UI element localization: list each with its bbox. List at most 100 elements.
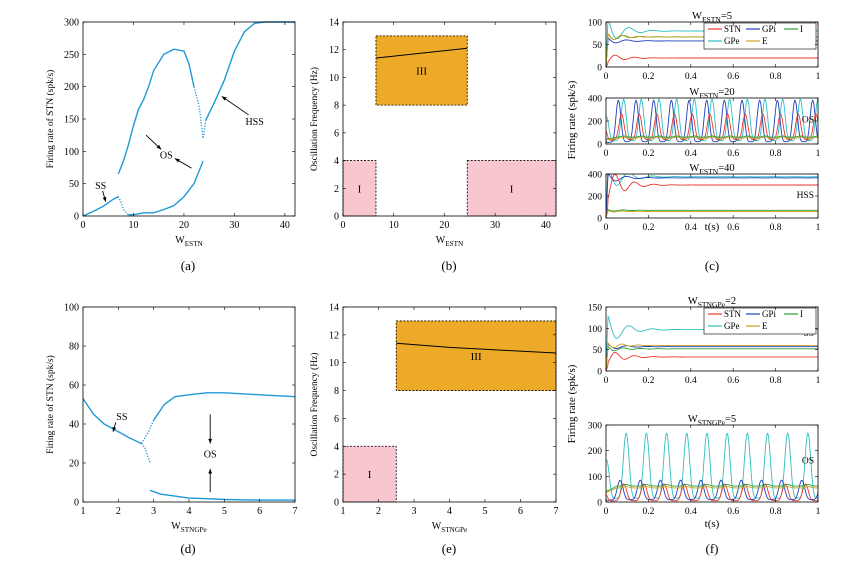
y-tick-label: 100 — [588, 325, 603, 335]
legend-box — [703, 22, 817, 50]
legend-label: I — [800, 24, 803, 34]
branch-line — [82, 195, 119, 217]
panel-caption: (b) — [441, 258, 456, 273]
region-label: I — [368, 469, 372, 481]
annotation-label: SS — [116, 412, 127, 423]
x-tick-label: 2 — [116, 506, 121, 517]
y-tick-label: 0 — [334, 212, 339, 223]
y-tick-label: 200 — [588, 193, 603, 203]
x-tick-label: 5 — [222, 506, 227, 517]
annotation-label: OS — [204, 449, 217, 460]
legend-label: GPi — [762, 24, 777, 34]
y-tick-label: 50 — [69, 179, 79, 190]
series-i — [606, 135, 818, 140]
series-group — [606, 432, 818, 502]
series-gpi — [606, 479, 818, 501]
y-tick-label: 14 — [329, 303, 339, 314]
x-tick-label: 3 — [151, 506, 156, 517]
x-tick-label: 0.2 — [642, 507, 654, 517]
plot-frame — [82, 306, 296, 503]
series-gpi — [606, 343, 818, 371]
series-gpi — [606, 99, 818, 143]
state-label: OS — [802, 116, 814, 126]
branch-line — [117, 48, 195, 175]
y-axis-label: Firing rate of STN (spk/s) — [45, 70, 56, 169]
panel-f: WSTNGPe=2SSWSTNGPe=5OSSTNGPiIGPeEt(s)Fir… — [566, 296, 818, 556]
series-gpe — [606, 98, 818, 142]
panel-d: SS OS WSTNGPe Firing rate of STN (spk/s) (d) — [45, 355, 296, 556]
y-tick-label: 4 — [334, 442, 339, 453]
x-tick-label: 3 — [412, 506, 417, 517]
x-tick-label: 6 — [257, 506, 262, 517]
y-tick-label: 0 — [334, 498, 339, 509]
subplot-c-2: WESTN=20 OS — [606, 87, 818, 143]
y-axis-label: Oscillation Frequency (Hz) — [309, 353, 320, 457]
y-tick-label: 0 — [597, 215, 602, 225]
annotation-arrowhead — [208, 438, 213, 444]
x-tick-label: 30 — [229, 220, 239, 231]
series-gpe — [606, 432, 818, 499]
axes-c-1: 0 0.2 0.4 0.6 0.8 1 0 50 100 — [588, 19, 821, 83]
y-tick-label: 50 — [593, 346, 603, 356]
x-tick-label: 1 — [816, 72, 821, 82]
y-axis-label: Firing rate (spk/s) — [566, 364, 578, 443]
legend-label: GPe — [724, 36, 740, 46]
annotation-arrowhead — [208, 468, 213, 474]
branch-line — [140, 419, 155, 444]
axes-a: 0 10 20 30 40 0 50 100 150 200 250 300 — [64, 18, 296, 231]
branch-line — [140, 443, 151, 464]
annotation-arrowhead — [156, 144, 162, 150]
annotation-arrowhead — [174, 158, 180, 163]
frequency-line — [375, 47, 468, 59]
x-tick-label: 0.4 — [685, 223, 697, 233]
series-gpi — [606, 174, 818, 218]
series-stn — [606, 113, 818, 141]
y-tick-label: 0 — [74, 212, 79, 223]
x-tick-label: 0.6 — [727, 507, 739, 517]
series-i — [606, 345, 818, 371]
region-box — [342, 160, 377, 217]
y-tick-label: 200 — [64, 82, 79, 93]
x-axis-label: t(s) — [705, 221, 720, 233]
y-tick-label: 0 — [597, 64, 602, 74]
branch-line — [117, 196, 129, 216]
series-stn — [606, 351, 818, 371]
series-e — [606, 341, 818, 371]
x-tick-label: 0.4 — [685, 376, 697, 386]
y-tick-label: 200 — [588, 118, 603, 128]
y-axis-label: Firing rate of STN (spk/s) — [45, 355, 56, 454]
annotation-label: HSS — [245, 117, 263, 128]
y-tick-label: 12 — [329, 330, 339, 341]
x-tick-label: 0 — [604, 376, 609, 386]
x-tick-label: 40 — [280, 220, 290, 231]
axes-f-2: 0 0.2 0.4 0.6 0.8 1 0 100 200 300 — [588, 422, 821, 518]
x-tick-label: 4 — [447, 506, 452, 517]
y-tick-label: 100 — [588, 473, 603, 483]
series-stn — [606, 54, 818, 67]
legend-label: E — [762, 321, 768, 331]
panel-c: WESTN=5SSWESTN=20OSWESTN=40HSSSTNGPiIGPe… — [566, 11, 818, 273]
plot-frame — [342, 306, 557, 503]
x-tick-label: 20 — [179, 220, 189, 231]
series-group — [606, 174, 818, 218]
y-tick-label: 0 — [597, 141, 602, 151]
x-tick-label: 7 — [293, 506, 298, 517]
plot-frame — [605, 21, 819, 68]
plot-frame — [605, 306, 819, 372]
region-box — [395, 320, 557, 391]
y-tick-label: 400 — [588, 95, 603, 105]
plot-frame — [605, 97, 819, 145]
panel-caption: (f) — [706, 541, 719, 556]
series-group — [606, 98, 818, 143]
x-tick-label: 20 — [439, 220, 449, 231]
y-tick-label: 2 — [334, 184, 339, 195]
axes-c-3: 0 0.2 0.4 0.6 0.8 1 0 200 400 — [588, 171, 821, 234]
y-tick-label: 80 — [69, 342, 79, 353]
x-tick-label: 10 — [128, 220, 138, 231]
y-tick-label: 300 — [588, 422, 603, 432]
y-tick-label: 250 — [64, 50, 79, 61]
subplot-title: WSTNGPe=2 — [688, 296, 736, 309]
y-tick-label: 40 — [69, 420, 79, 431]
